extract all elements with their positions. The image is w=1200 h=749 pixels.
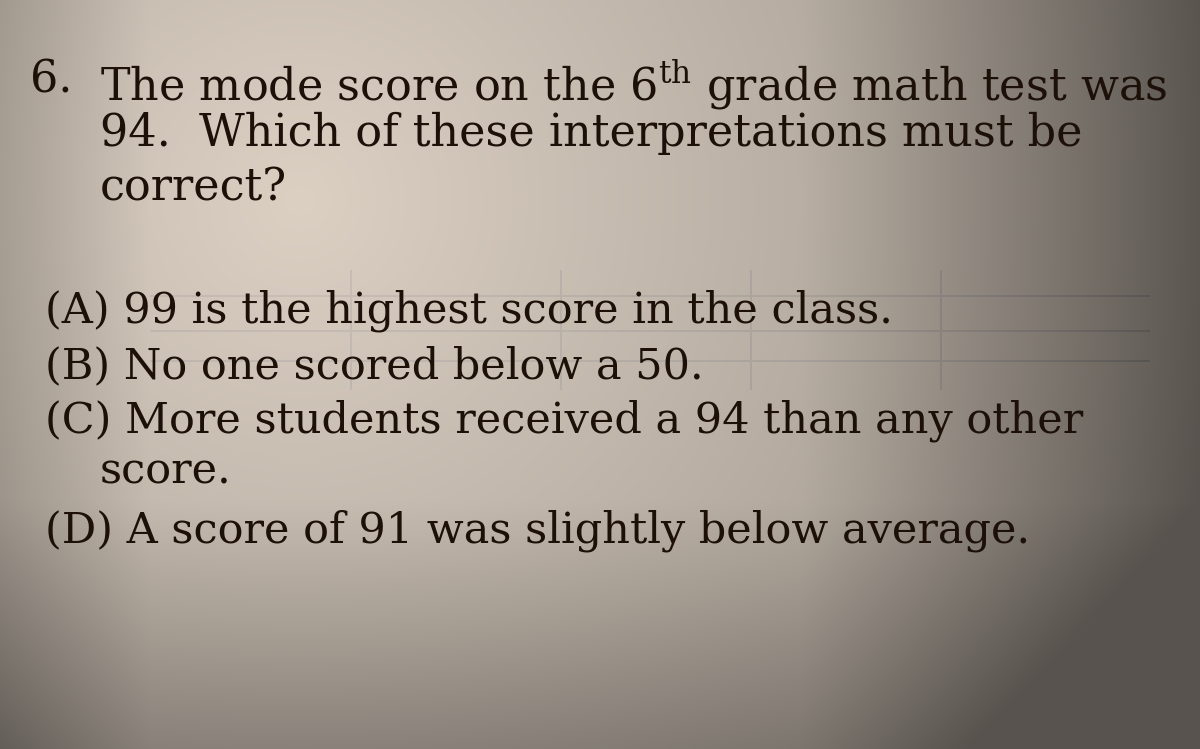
Text: 6.: 6. xyxy=(30,58,72,101)
Text: (B) No one scored below a 50.: (B) No one scored below a 50. xyxy=(46,345,703,387)
Text: The mode score on the 6$^{\mathregular{th}}$ grade math test was: The mode score on the 6$^{\mathregular{t… xyxy=(100,58,1168,112)
Text: (C) More students received a 94 than any other: (C) More students received a 94 than any… xyxy=(46,400,1084,443)
Text: score.: score. xyxy=(100,450,232,492)
Text: 94.  Which of these interpretations must be: 94. Which of these interpretations must … xyxy=(100,112,1082,155)
Text: (A) 99 is the highest score in the class.: (A) 99 is the highest score in the class… xyxy=(46,290,893,333)
Text: correct?: correct? xyxy=(100,166,287,209)
Text: (D) A score of 91 was slightly below average.: (D) A score of 91 was slightly below ave… xyxy=(46,510,1030,553)
